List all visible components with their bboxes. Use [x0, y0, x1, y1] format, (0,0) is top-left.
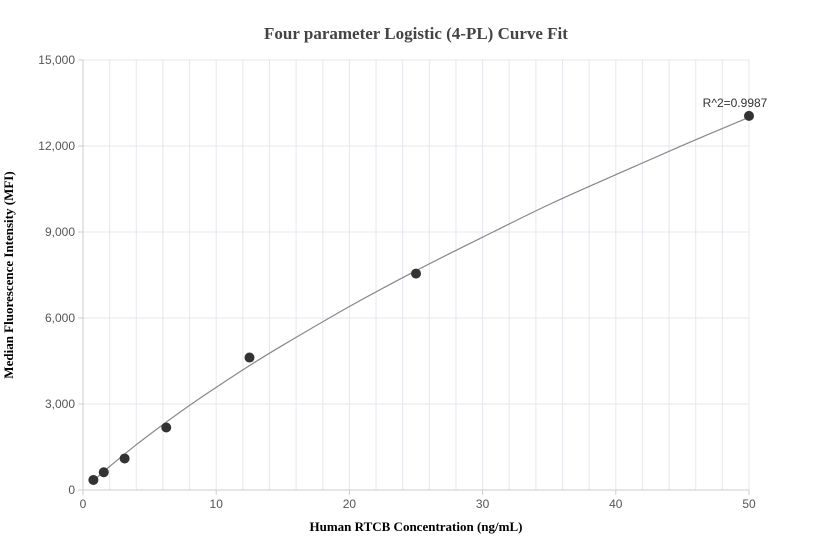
x-tick-label: 20: [343, 497, 357, 511]
x-tick-label: 10: [210, 497, 224, 511]
data-points: [88, 110, 754, 485]
grid: [82, 59, 750, 491]
y-tick-label: 6,000: [45, 311, 75, 325]
x-tick-label: 40: [609, 497, 623, 511]
data-point: [98, 467, 109, 478]
x-tick-label: 30: [476, 497, 490, 511]
y-tick-label: 3,000: [45, 397, 75, 411]
data-point: [244, 352, 255, 363]
y-tick-label: 15,000: [38, 53, 75, 67]
fit-curve: [93, 116, 750, 482]
y-axis-title: Median Fluorescence Intensity (MFI): [1, 171, 16, 378]
x-axis-title: Human RTCB Concentration (ng/mL): [310, 519, 523, 534]
chart-title: Four parameter Logistic (4-PL) Curve Fit: [264, 24, 568, 43]
y-tick-label: 0: [68, 483, 75, 497]
axes: 0 3,000 6,000 9,000 12,000 15,000 0 10 20 30 40 50: [38, 53, 756, 511]
x-tick-label: 50: [742, 497, 756, 511]
data-point: [161, 422, 172, 433]
data-point: [119, 453, 130, 464]
y-tick-label: 9,000: [45, 225, 75, 239]
r-squared-annotation: R^2=0.9987: [703, 96, 768, 110]
x-tick-label: 0: [80, 497, 87, 511]
data-point: [744, 110, 754, 121]
fit-curve-layer: [93, 116, 750, 482]
y-tick-label: 12,000: [38, 139, 75, 153]
data-point: [411, 268, 421, 279]
data-point: [88, 474, 99, 485]
